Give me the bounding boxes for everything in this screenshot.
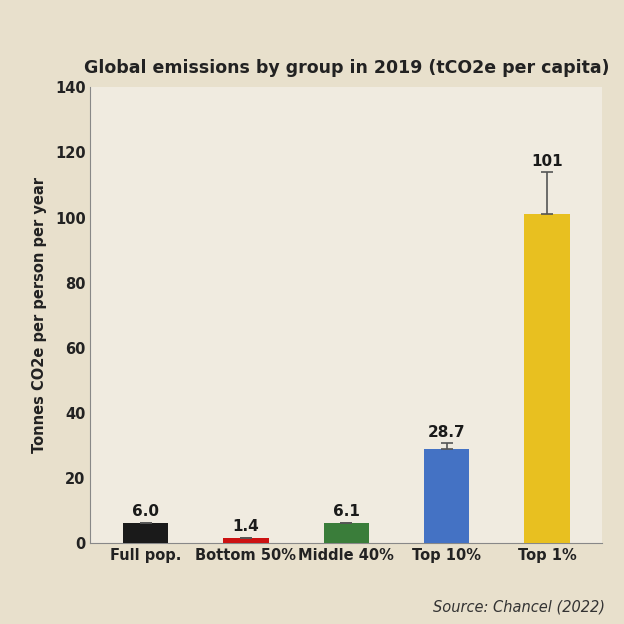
Text: 101: 101 xyxy=(531,154,563,168)
Title: Global emissions by group in 2019 (tCO2e per capita): Global emissions by group in 2019 (tCO2e… xyxy=(84,59,609,77)
Text: 28.7: 28.7 xyxy=(428,425,466,440)
Text: 1.4: 1.4 xyxy=(233,519,260,534)
Bar xyxy=(424,449,469,543)
Text: Source: Chancel (2022): Source: Chancel (2022) xyxy=(433,600,605,615)
Text: 6.0: 6.0 xyxy=(132,504,159,519)
Text: 6.1: 6.1 xyxy=(333,504,360,519)
Bar xyxy=(324,523,369,543)
Bar xyxy=(524,214,570,543)
Bar xyxy=(123,524,168,543)
Y-axis label: Tonnes CO2e per person per year: Tonnes CO2e per person per year xyxy=(32,177,47,453)
Bar xyxy=(223,539,268,543)
